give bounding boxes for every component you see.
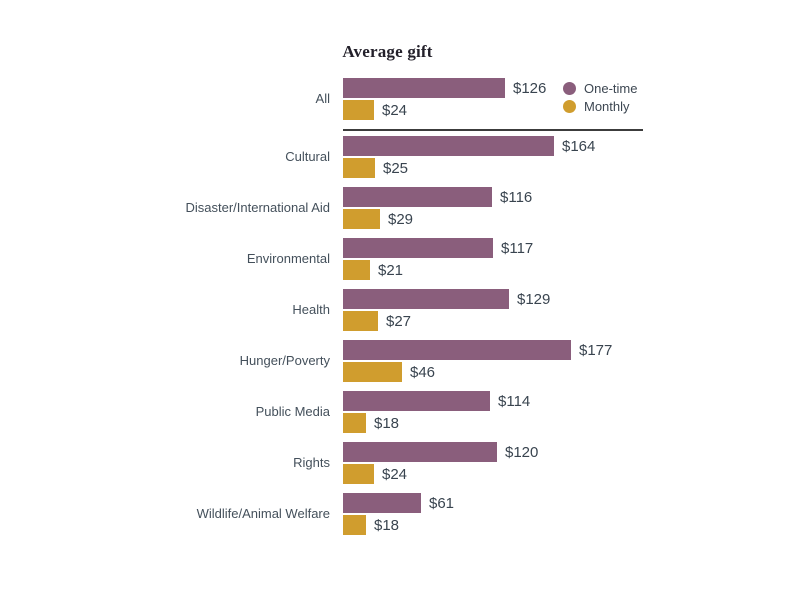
category-label: Rights [293, 454, 330, 470]
monthly-bar [343, 311, 378, 331]
monthly-bar [343, 464, 374, 484]
bar-pair: $120 $24 [343, 442, 538, 484]
monthly-value-label: $24 [382, 101, 408, 119]
legend-item-one-time: One-time [563, 79, 637, 97]
monthly-bar [343, 209, 380, 229]
one-time-bar [343, 442, 497, 462]
legend-label-one-time: One-time [584, 80, 638, 96]
category-label: Hunger/Poverty [239, 352, 330, 368]
bar-line: $177 [343, 340, 612, 360]
monthly-bar [343, 100, 374, 120]
bar-line: $129 [343, 289, 550, 309]
one-time-value-label: $117 [501, 239, 534, 257]
one-time-value-label: $120 [505, 443, 539, 461]
legend: One-time Monthly [563, 79, 637, 115]
legend-item-monthly: Monthly [563, 97, 637, 115]
bar-group: All $126 $24 [130, 78, 750, 120]
bar-group: Cultural $164 $25 [130, 136, 750, 178]
monthly-value-label: $25 [383, 159, 409, 177]
one-time-bar [343, 493, 421, 513]
category-label: Wildlife/Animal Welfare [196, 505, 330, 521]
category-label: Public Media [255, 403, 330, 419]
one-time-bar [343, 391, 490, 411]
one-time-value-label: $177 [579, 341, 613, 359]
bar-line: $24 [343, 464, 538, 484]
bar-group: Disaster/International Aid $116 $29 [130, 187, 750, 229]
monthly-bar [343, 515, 366, 535]
one-time-value-label: $129 [517, 290, 551, 308]
one-time-bar [343, 340, 571, 360]
bar-group: Rights $120 $24 [130, 442, 750, 484]
bar-line: $114 [343, 391, 530, 411]
bar-pair: $117 $21 [343, 238, 533, 280]
one-time-value-label: $61 [429, 494, 455, 512]
one-time-bar [343, 238, 493, 258]
bar-line: $24 [343, 100, 546, 120]
monthly-value-label: $24 [382, 465, 408, 483]
one-time-bar [343, 136, 554, 156]
monthly-bar [343, 362, 402, 382]
monthly-bar [343, 260, 370, 280]
bar-line: $120 [343, 442, 538, 462]
category-label: All [315, 90, 330, 106]
category-label: Disaster/International Aid [185, 199, 330, 215]
chart-title: Average gift [342, 42, 433, 61]
bar-group: Health $129 $27 [130, 289, 750, 331]
bar-group: Environmental $117 $21 [130, 238, 750, 280]
monthly-value-label: $18 [374, 414, 400, 432]
bar-line: $117 [343, 238, 533, 258]
bar-line: $27 [343, 311, 550, 331]
bar-line: $61 [343, 493, 454, 513]
bar-pair: $164 $25 [343, 136, 595, 178]
one-time-bar [343, 78, 505, 98]
bar-pair: $126 $24 [343, 78, 546, 120]
category-label: Environmental [246, 250, 330, 266]
legend-swatch-monthly-icon [563, 99, 576, 113]
monthly-value-label: $29 [388, 210, 414, 228]
monthly-value-label: $18 [374, 516, 400, 534]
bar-pair: $116 $29 [343, 187, 532, 229]
bar-line: $18 [343, 413, 530, 433]
monthly-value-label: $46 [410, 363, 436, 381]
monthly-bar [343, 158, 375, 178]
one-time-bar [343, 187, 492, 207]
one-time-value-label: $116 [500, 188, 533, 206]
bar-group: Wildlife/Animal Welfare $61 $18 [130, 493, 750, 535]
category-label: Health [292, 301, 330, 317]
one-time-value-label: $114 [498, 392, 531, 410]
all-vs-categories-separator [343, 129, 643, 131]
bar-line: $126 [343, 78, 546, 98]
monthly-value-label: $27 [386, 312, 412, 330]
bar-line: $25 [343, 158, 595, 178]
one-time-value-label: $164 [562, 137, 596, 155]
monthly-bar [343, 413, 366, 433]
legend-swatch-one-time-icon [563, 81, 576, 95]
chart-rows: All $126 $24 Cultural $164 $25 Disaster/Intern… [130, 78, 750, 544]
category-label: Cultural [285, 148, 330, 164]
one-time-bar [343, 289, 509, 309]
bar-line: $116 [343, 187, 532, 207]
one-time-value-label: $126 [513, 79, 547, 97]
bar-line: $29 [343, 209, 532, 229]
bar-pair: $114 $18 [343, 391, 530, 433]
bar-pair: $61 $18 [343, 493, 454, 535]
bar-line: $21 [343, 260, 533, 280]
bar-line: $164 [343, 136, 595, 156]
bar-group: Hunger/Poverty $177 $46 [130, 340, 750, 382]
bar-line: $18 [343, 515, 454, 535]
legend-label-monthly: Monthly [584, 98, 630, 114]
bar-pair: $129 $27 [343, 289, 550, 331]
bar-line: $46 [343, 362, 612, 382]
bar-group: Public Media $114 $18 [130, 391, 750, 433]
bar-pair: $177 $46 [343, 340, 612, 382]
monthly-value-label: $21 [378, 261, 404, 279]
